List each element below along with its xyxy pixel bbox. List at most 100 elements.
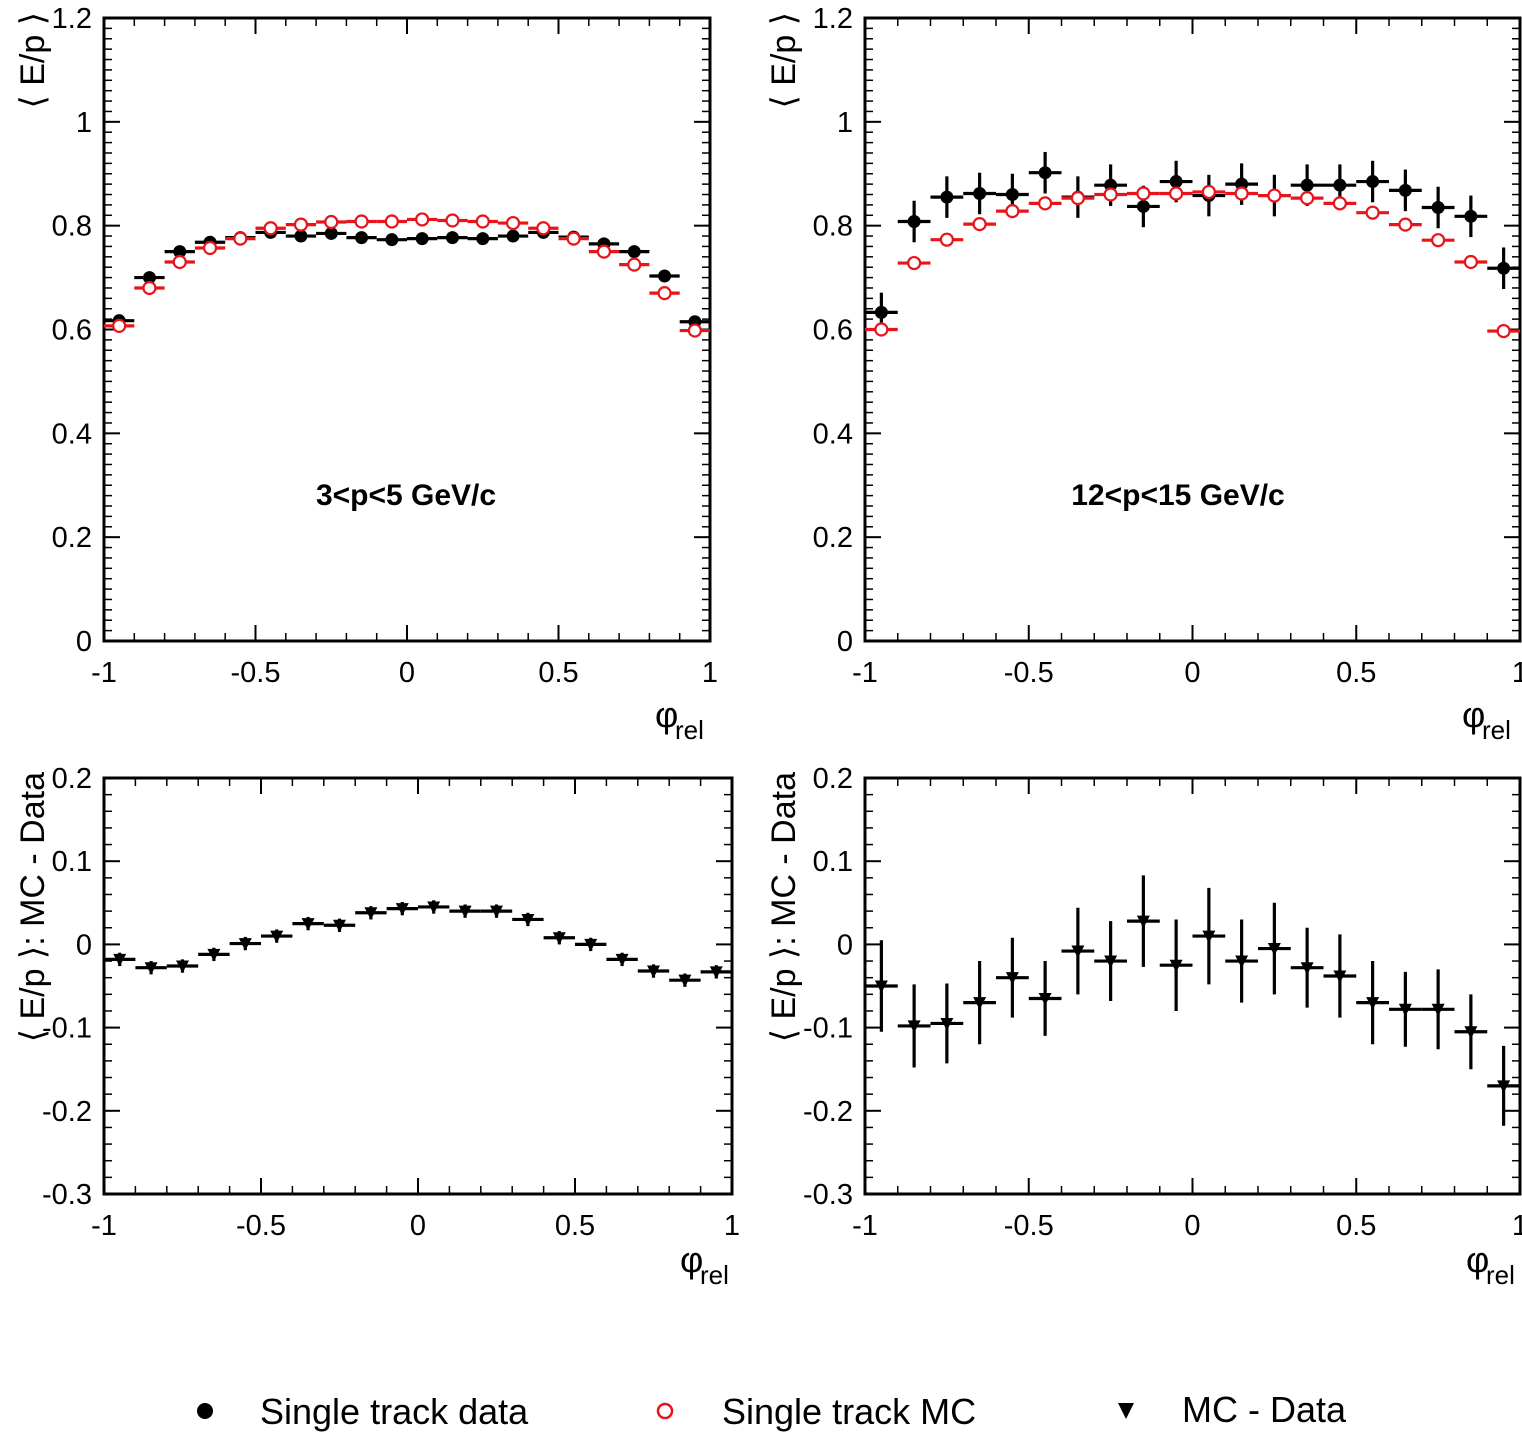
data-point	[996, 937, 1029, 1018]
marker-open-circle	[1463, 254, 1478, 270]
marker-open-circle	[112, 318, 127, 333]
data-point	[229, 936, 261, 951]
data-point	[1421, 186, 1455, 229]
marker-open-circle	[384, 214, 399, 229]
x-axis-label-subscript: rel	[1482, 715, 1511, 745]
marker-filled-circle	[1366, 175, 1380, 189]
marker-triangle-down	[874, 980, 888, 993]
data-point	[316, 226, 347, 240]
plot-frame	[863, 776, 1522, 1196]
data-point	[134, 280, 165, 296]
marker-triangle-down	[907, 1020, 921, 1033]
marker-open-circle	[596, 244, 612, 259]
data-point	[1290, 191, 1324, 206]
marker-triangle-down	[207, 948, 221, 962]
data-point	[1192, 887, 1226, 985]
plot-frame	[102, 16, 712, 643]
marker-open-circle	[566, 231, 581, 246]
data-point	[407, 212, 438, 227]
y-tick-label: 0.2	[52, 763, 92, 795]
data-point	[996, 204, 1029, 219]
y-tick-label: -0.2	[42, 1096, 92, 1128]
data-point	[1094, 187, 1127, 202]
data-point	[386, 901, 418, 916]
marker-triangle-down	[1235, 955, 1249, 969]
data-point	[963, 961, 996, 1045]
marker-filled-circle	[1398, 183, 1412, 197]
data-point	[1487, 247, 1520, 290]
marker-triangle-down	[1431, 1003, 1445, 1017]
y-tick-label: 0.6	[52, 315, 92, 347]
marker-triangle-down	[1464, 1026, 1478, 1039]
marker-filled-circle	[1300, 178, 1314, 192]
data-point	[261, 929, 293, 944]
marker-filled-circle	[142, 271, 156, 285]
data-point	[1389, 217, 1422, 232]
y-axis-label: ⟨ E/p ⟩: MC - Data	[765, 772, 803, 1042]
data-point	[1454, 254, 1488, 270]
legend-marker-data	[197, 1403, 213, 1419]
data-point	[1356, 961, 1389, 1045]
marker-triangle-down	[270, 930, 284, 944]
x-tick-label: -1	[91, 657, 117, 689]
data-point	[1389, 971, 1422, 1047]
series-filled-triangle-down	[104, 900, 732, 988]
data-point	[1028, 196, 1062, 211]
data-point	[865, 322, 898, 337]
marker-filled-circle	[173, 245, 187, 259]
data-point	[166, 959, 199, 974]
data-point	[437, 213, 468, 228]
momentum-range-label: 3<p<5 GeV/c	[316, 479, 496, 512]
marker-triangle-down	[395, 903, 409, 916]
data-point	[1028, 961, 1062, 1036]
data-point	[1487, 1045, 1520, 1126]
data-point	[355, 906, 387, 920]
marker-triangle-down	[678, 974, 692, 988]
data-point	[480, 904, 513, 919]
data-point	[194, 240, 226, 256]
marker-triangle-down	[238, 938, 252, 951]
series-filled-circle	[865, 151, 1520, 333]
y-tick-label: 0.1	[813, 846, 853, 878]
marker-open-circle	[1038, 196, 1053, 211]
marker-filled-circle	[1497, 261, 1511, 275]
x-axis-label-subscript: rel	[675, 715, 704, 745]
x-axis-label-subscript: rel	[1486, 1260, 1515, 1290]
marker-open-circle	[1267, 188, 1282, 203]
data-point	[449, 904, 481, 919]
marker-filled-circle	[907, 215, 921, 229]
data-point	[134, 271, 165, 285]
data-point	[619, 245, 650, 259]
marker-triangle-down	[301, 918, 315, 931]
x-tick-label: 0.5	[1336, 657, 1376, 689]
y-tick-label: 0.4	[813, 418, 853, 450]
x-tick-label: 0	[1184, 1210, 1200, 1242]
data-point	[1159, 186, 1193, 201]
x-tick-label: 0.5	[555, 1210, 595, 1242]
data-point	[497, 215, 529, 231]
x-tick-label: 1	[724, 1210, 740, 1242]
marker-open-circle	[1201, 184, 1216, 200]
data-point	[606, 952, 638, 967]
y-tick-label: -0.3	[803, 1179, 853, 1211]
x-tick-label: 1	[1512, 1210, 1522, 1242]
marker-triangle-down	[490, 905, 503, 919]
marker-filled-circle	[506, 229, 520, 243]
marker-filled-circle	[1333, 178, 1347, 192]
marker-triangle-down	[364, 907, 378, 920]
x-tick-label: 0.5	[1336, 1210, 1376, 1242]
data-point	[467, 232, 498, 246]
marker-open-circle	[202, 240, 218, 256]
marker-triangle-down	[973, 997, 987, 1010]
data-point	[1225, 186, 1258, 201]
x-axis-label: φ	[1462, 694, 1485, 735]
legend-label-data: Single track data	[260, 1391, 529, 1432]
data-point	[588, 244, 620, 259]
data-point	[930, 176, 964, 218]
legend-marker-diff	[1118, 1403, 1134, 1419]
y-tick-label: -0.1	[42, 1013, 92, 1045]
data-point	[637, 964, 670, 979]
data-point	[1258, 902, 1291, 995]
marker-triangle-down	[521, 913, 535, 927]
